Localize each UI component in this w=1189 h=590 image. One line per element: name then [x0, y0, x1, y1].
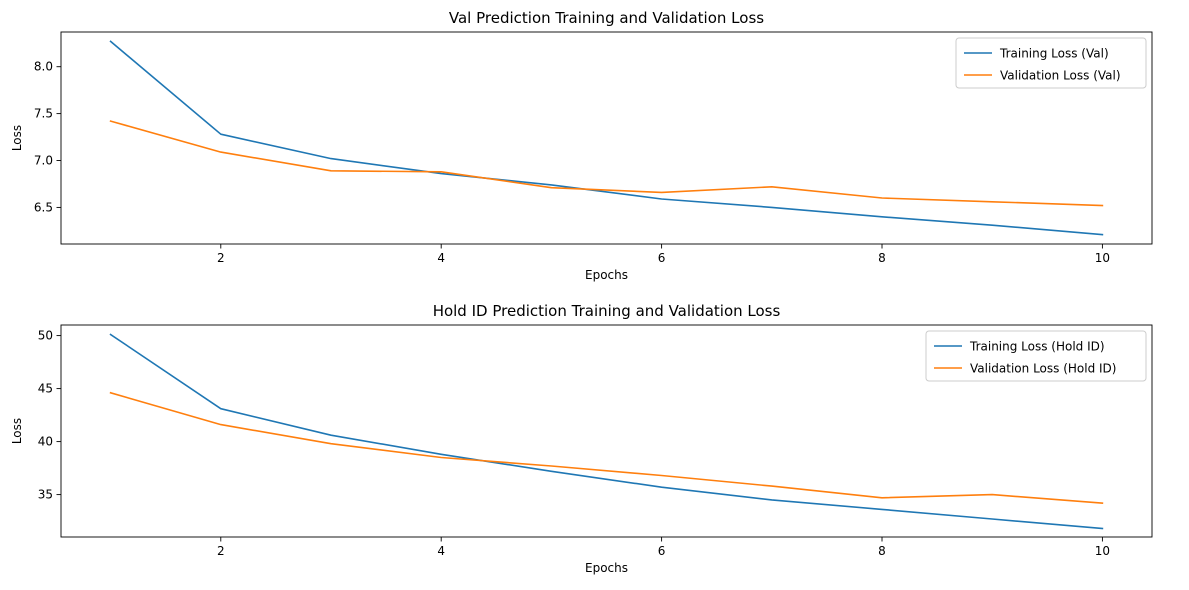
y-axis-label: Loss	[10, 418, 24, 444]
chart-title: Val Prediction Training and Validation L…	[449, 9, 764, 27]
legend-box	[925, 330, 1147, 382]
x-tick-label: 4	[437, 251, 445, 265]
x-tick-label: 4	[437, 544, 445, 558]
x-tick-label: 2	[217, 251, 225, 265]
legend-label: Validation Loss (Val)	[1000, 69, 1121, 83]
legend-label: Training Loss (Val)	[999, 47, 1109, 61]
y-tick-label: 45	[38, 382, 53, 396]
x-axis-label: Epochs	[585, 268, 628, 282]
y-tick-label: 40	[38, 435, 53, 449]
x-axis-label: Epochs	[585, 561, 628, 575]
legend: Training Loss (Val) Validation Loss (Val)	[955, 37, 1147, 89]
y-tick-label: 8.0	[34, 60, 53, 74]
y-tick-label: 7.0	[34, 154, 53, 168]
x-tick-label: 10	[1095, 251, 1110, 265]
series-line-validation	[109, 391, 1104, 504]
legend: Training Loss (Hold ID) Validation Loss (…	[925, 330, 1147, 382]
y-tick-label: 6.5	[34, 200, 53, 214]
y-tick-label: 7.5	[34, 107, 53, 121]
legend-box	[955, 37, 1147, 89]
chart-title: Hold ID Prediction Training and Validati…	[433, 302, 781, 320]
x-tick-label: 6	[658, 251, 666, 265]
legend-label: Training Loss (Hold ID)	[969, 340, 1105, 354]
chart-1: Val Prediction Training and Validation L…	[10, 9, 1153, 282]
chart-2: Hold ID Prediction Training and Validati…	[10, 302, 1153, 575]
series-line-training	[109, 333, 1104, 530]
series-line-validation	[109, 120, 1104, 207]
y-axis-label: Loss	[10, 125, 24, 151]
plot-frame	[60, 31, 1153, 245]
x-tick-label: 8	[878, 544, 886, 558]
x-tick-label: 10	[1095, 544, 1110, 558]
x-tick-label: 2	[217, 544, 225, 558]
legend-label: Validation Loss (Hold ID)	[970, 362, 1116, 376]
x-tick-label: 6	[658, 544, 666, 558]
y-tick-label: 50	[38, 329, 53, 343]
y-tick-label: 35	[38, 488, 53, 502]
plot-frame	[60, 324, 1153, 538]
series-line-training	[109, 40, 1104, 236]
x-tick-label: 8	[878, 251, 886, 265]
